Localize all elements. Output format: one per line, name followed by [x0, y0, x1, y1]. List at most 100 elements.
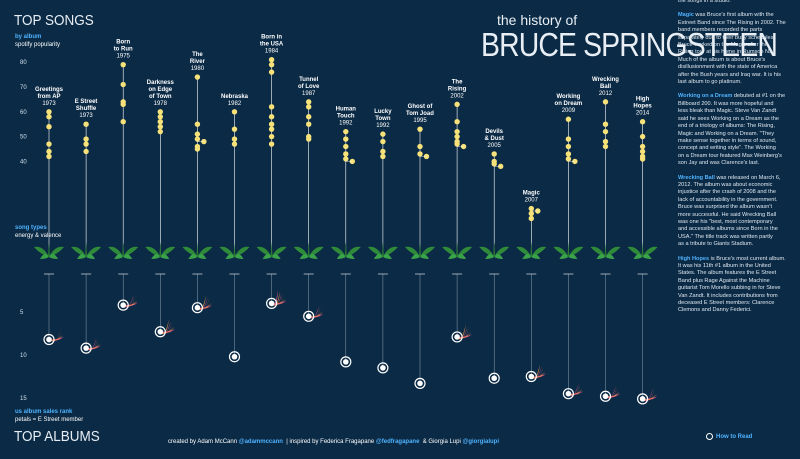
leaf [336, 253, 346, 259]
album-name-label: of Love [298, 84, 320, 90]
leaf-center [233, 242, 236, 257]
album-rank-ring [451, 331, 463, 343]
leaf-center [344, 242, 347, 257]
album-name-label: of Town [149, 94, 172, 100]
petal [271, 289, 279, 306]
album-name-label: Lucky [374, 109, 392, 115]
leaf [151, 253, 161, 259]
song-dot [120, 119, 126, 125]
leaf-center [493, 242, 496, 257]
petal [308, 313, 324, 318]
song-dot [157, 128, 163, 135]
album-name-label: Devils [485, 129, 503, 135]
how-to-read-icon[interactable] [706, 433, 713, 440]
sidebar-line: USA." The title track was written partly [678, 233, 773, 240]
album-name-label: the USA [260, 42, 284, 48]
credit-and-handle[interactable]: @giorgialupi [462, 439, 499, 445]
petal [86, 345, 101, 350]
song-dot [231, 141, 238, 147]
song-dot [454, 119, 460, 125]
album-name-label: Touch [337, 114, 355, 120]
album-rank-dot [380, 365, 386, 371]
leaf [605, 253, 615, 259]
album-name-label: Tom Joad [406, 111, 434, 117]
leaf-center [48, 242, 50, 257]
by-album-label: by album [15, 34, 42, 40]
sidebar-album-name: High Hopes [678, 255, 710, 262]
how-to-read-link[interactable]: How to Read [716, 434, 753, 440]
album-rank-ring [154, 326, 166, 338]
song-dot [639, 143, 646, 150]
album-name-label: Working [556, 94, 580, 100]
sidebar-line: and accessible albums since Born in the [678, 226, 778, 233]
album-name-label: Born in [261, 35, 282, 41]
top-albums-heading: TOP ALBUMS [14, 428, 100, 445]
song-dot [83, 136, 89, 142]
leaf-center [567, 242, 570, 257]
leaf [345, 253, 355, 259]
sidebar-line: was one his "best, most contemporary [678, 218, 773, 225]
album-name-label: Darkness [147, 80, 175, 86]
leaf [522, 253, 532, 259]
leaf-center [530, 242, 533, 257]
song-dot [454, 141, 460, 147]
sidebar-album-name: Magic [678, 12, 694, 19]
song-dot [343, 143, 349, 150]
album-year-label: 2007 [525, 198, 539, 204]
album-rank-ring [525, 370, 537, 383]
song-dot [417, 126, 423, 132]
sidebar-album-name: Wrecking Ball [678, 174, 715, 181]
song-dot [157, 119, 163, 125]
leaf [420, 253, 429, 259]
leaf-center [307, 242, 310, 257]
credit-inspired: | inspired by Federica Fragapane [286, 439, 375, 445]
sidebar-line: Band plus Rage Against the Machine [678, 277, 770, 284]
song-dot [268, 126, 275, 132]
sidebar-line: Magic and Working on a Dream. "They [678, 130, 775, 137]
album-name-label: & Dust [485, 136, 504, 142]
song-dot [454, 128, 460, 135]
album-year-label: 1982 [228, 101, 242, 107]
album-name-label: River [190, 59, 206, 65]
album-rank-ring [340, 356, 352, 368]
credits: created by Adam McCann @adammccann | ins… [168, 439, 499, 445]
sidebar-line: son Jay and was Clarence's last. [678, 160, 760, 167]
album-year-label: 1973 [42, 101, 56, 107]
album-name-label: Rising [448, 86, 467, 92]
leaf [188, 253, 198, 259]
leaf [457, 253, 467, 259]
album-rank-dot [491, 375, 498, 382]
leaf-center [270, 242, 273, 257]
song-dot [268, 61, 275, 68]
petal [531, 373, 547, 378]
album-rank-ring [80, 342, 92, 354]
album-year-label: 1992 [339, 121, 353, 127]
album-name-label: Magic [523, 191, 541, 197]
song-dot [491, 151, 497, 157]
leaf [531, 253, 541, 259]
song-dot [268, 121, 275, 127]
sidebar-line: as a tribute to Giants Stadium. [678, 241, 754, 248]
album-rank-ring [266, 297, 278, 309]
credit-created-handle[interactable]: @adammccann [238, 439, 283, 445]
song-dot [639, 119, 646, 125]
leaf-center [456, 242, 459, 257]
credit-inspired-handle[interactable]: @fedfragapane [375, 439, 420, 445]
album-rank-dot [305, 313, 312, 320]
popularity-tick: 70 [20, 85, 27, 91]
song-dot [380, 148, 386, 155]
song-dot [639, 156, 646, 162]
leaf [262, 253, 272, 259]
song-dot [380, 131, 386, 137]
petal [197, 305, 213, 309]
leaf [160, 253, 170, 259]
sidebar-line: said he sees Working on a Dream as the [678, 115, 779, 122]
album-year-label: 2012 [599, 91, 613, 97]
